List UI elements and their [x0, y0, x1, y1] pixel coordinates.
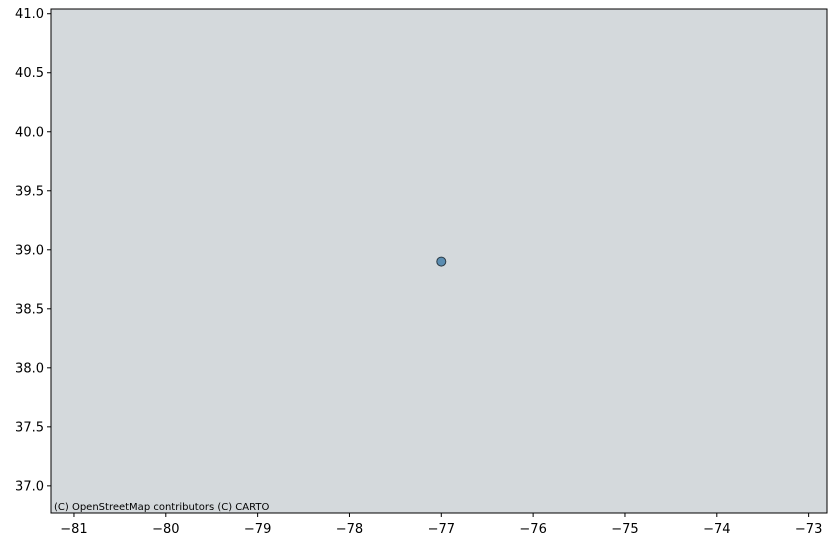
y-tick-label: 38.5 — [15, 302, 44, 317]
x-tick-label: −80 — [152, 522, 179, 537]
x-tick-label: −73 — [795, 522, 822, 537]
x-tick-label: −76 — [519, 522, 546, 537]
y-tick-label: 37.0 — [15, 479, 44, 494]
points-layer — [436, 256, 447, 267]
y-tick-label: 39.0 — [15, 243, 44, 258]
y-tick-label: 41.0 — [15, 7, 44, 22]
x-tick-label: −81 — [60, 522, 87, 537]
x-tick-label: −78 — [336, 522, 363, 537]
x-tick-label: −79 — [244, 522, 271, 537]
x-tick-label: −74 — [703, 522, 730, 537]
x-tick-label: −77 — [428, 522, 455, 537]
data-point — [436, 256, 447, 267]
y-axis: 37.0 37.5 38.0 38.5 39.0 39.5 40.0 40.5 41.0 — [15, 7, 51, 494]
x-axis: −81 −80 −79 −78 −77 −76 −75 −74 −73 — [60, 513, 822, 537]
y-tick-label: 40.0 — [15, 125, 44, 140]
plot-frame — [50, 8, 828, 514]
y-tick-label: 39.5 — [15, 184, 44, 199]
y-tick-label: 37.5 — [15, 420, 44, 435]
map-attribution: (C) OpenStreetMap contributors (C) CARTO — [54, 502, 269, 513]
x-tick-label: −75 — [611, 522, 638, 537]
y-tick-label: 40.5 — [15, 66, 44, 81]
y-tick-label: 38.0 — [15, 361, 44, 376]
